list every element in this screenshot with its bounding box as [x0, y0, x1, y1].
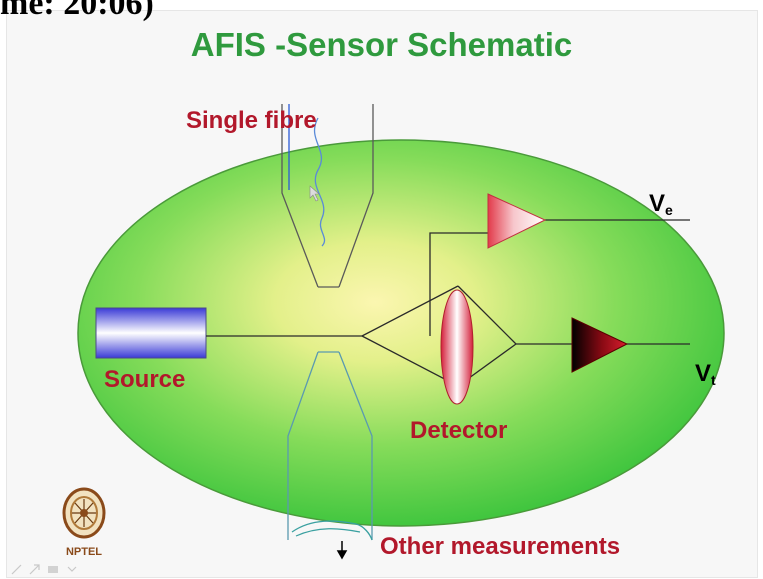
source-label: Source — [104, 366, 186, 393]
detector-label: Detector — [410, 417, 508, 444]
nptel-logo-text: NPTEL — [66, 546, 102, 558]
pointer-cursor-icon — [309, 185, 320, 202]
sensor-ellipse — [77, 139, 725, 527]
signal-vt-label: Vt — [695, 360, 716, 388]
detector-lens — [440, 289, 474, 405]
menu-tool-icon[interactable] — [67, 566, 77, 572]
slide-toolbar — [10, 562, 100, 576]
bottom-fibre-holder — [287, 351, 373, 540]
amplifier-ve — [487, 193, 547, 249]
other-measurements-label: Other measurements — [380, 533, 621, 560]
timestamp-text: me: 20:06) — [0, 0, 154, 22]
signal-vt-sub: t — [711, 372, 716, 388]
slide-title: AFIS -Sensor Schematic — [190, 26, 573, 63]
nptel-logo-icon: NPTEL — [62, 487, 106, 558]
source-box — [95, 307, 207, 359]
down-arrow-icon — [336, 541, 348, 560]
collected-fibres — [291, 520, 373, 541]
single-fibre-strand — [313, 117, 326, 247]
signal-ve-main: V — [649, 190, 666, 217]
top-fibre-holder — [281, 104, 374, 288]
pen-tool-icon[interactable] — [11, 564, 22, 575]
eraser-tool-icon[interactable] — [48, 566, 58, 573]
signal-ve-sub: e — [665, 202, 673, 218]
single-fibre-label: Single fibre — [186, 107, 317, 134]
signal-ve-label: Ve — [649, 190, 673, 218]
amplifier-vt — [571, 317, 629, 373]
signal-vt-main: V — [695, 360, 712, 387]
arrow-tool-icon[interactable] — [29, 564, 40, 575]
